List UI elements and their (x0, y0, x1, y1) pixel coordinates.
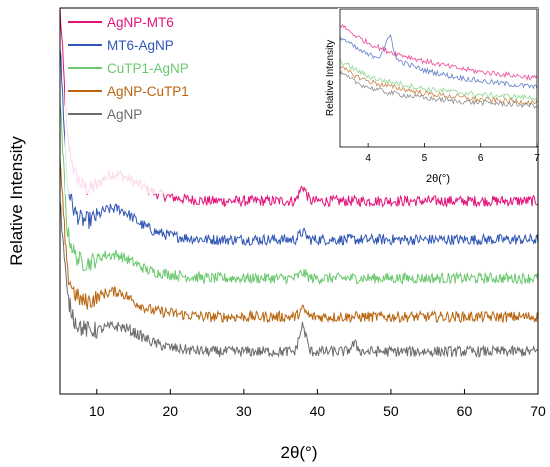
main-x-ticks: 10 20 30 40 50 60 70 (89, 389, 546, 419)
inset-x-ticks: 4 5 6 7 (365, 143, 540, 164)
series-line-agnp (59, 201, 539, 359)
x-tick-label: 70 (530, 403, 546, 419)
x-tick-label: 40 (310, 403, 326, 419)
inset-x-tick-label: 6 (478, 153, 484, 164)
legend-label-cutp1-agnp: CuTP1-AgNP (107, 61, 189, 76)
legend: AgNP-MT6 MT6-AgNP CuTP1-AgNP AgNP-CuTP1 AgNP (65, 12, 195, 194)
series-line-agnp-cutp1 (59, 159, 539, 324)
inset-x-tick-label: 5 (422, 153, 428, 164)
x-tick-label: 10 (89, 403, 105, 419)
y-axis-label: Relative Intensity (7, 136, 26, 266)
legend-label-agnp-mt6: AgNP-MT6 (107, 15, 174, 30)
x-tick-label: 30 (236, 403, 252, 419)
main-plot: 10 20 30 40 50 60 70 2θ(°) Relative Intensity (7, 7, 546, 462)
inset-plot: 4 5 6 7 2θ(°) Relative Intensity (325, 8, 540, 185)
legend-label-agnp: AgNP (107, 107, 142, 122)
x-tick-label: 20 (163, 403, 179, 419)
main-plot-frame (59, 7, 539, 395)
legend-background (65, 12, 195, 194)
inset-y-axis-label: Relative Intensity (325, 40, 336, 116)
inset-series-line-mt6-agnp (339, 33, 538, 90)
inset-x-tick-label: 4 (365, 153, 371, 164)
main-series-group (59, 7, 539, 359)
x-tick-label: 50 (383, 403, 399, 419)
inset-x-axis-label: 2θ(°) (426, 173, 450, 185)
inset-frame (339, 8, 538, 148)
series-line-cutp1-agnp (59, 103, 539, 286)
x-tick-label: 60 (457, 403, 473, 419)
inset-series-group (339, 23, 538, 109)
series-line-mt6-agnp (59, 49, 539, 247)
legend-label-mt6-agnp: MT6-AgNP (107, 38, 174, 53)
inset-background (338, 8, 538, 146)
inset-series-line-cutp1-agnp (339, 58, 538, 101)
inset-series-line-agnp-mt6 (339, 23, 538, 81)
inset-series-line-agnp-cutp1 (339, 65, 538, 106)
inset-series-line-agnp (339, 70, 538, 109)
legend-label-agnp-cutp1: AgNP-CuTP1 (107, 84, 189, 99)
x-axis-label: 2θ(°) (280, 443, 317, 462)
inset-x-tick-label: 7 (534, 153, 540, 164)
